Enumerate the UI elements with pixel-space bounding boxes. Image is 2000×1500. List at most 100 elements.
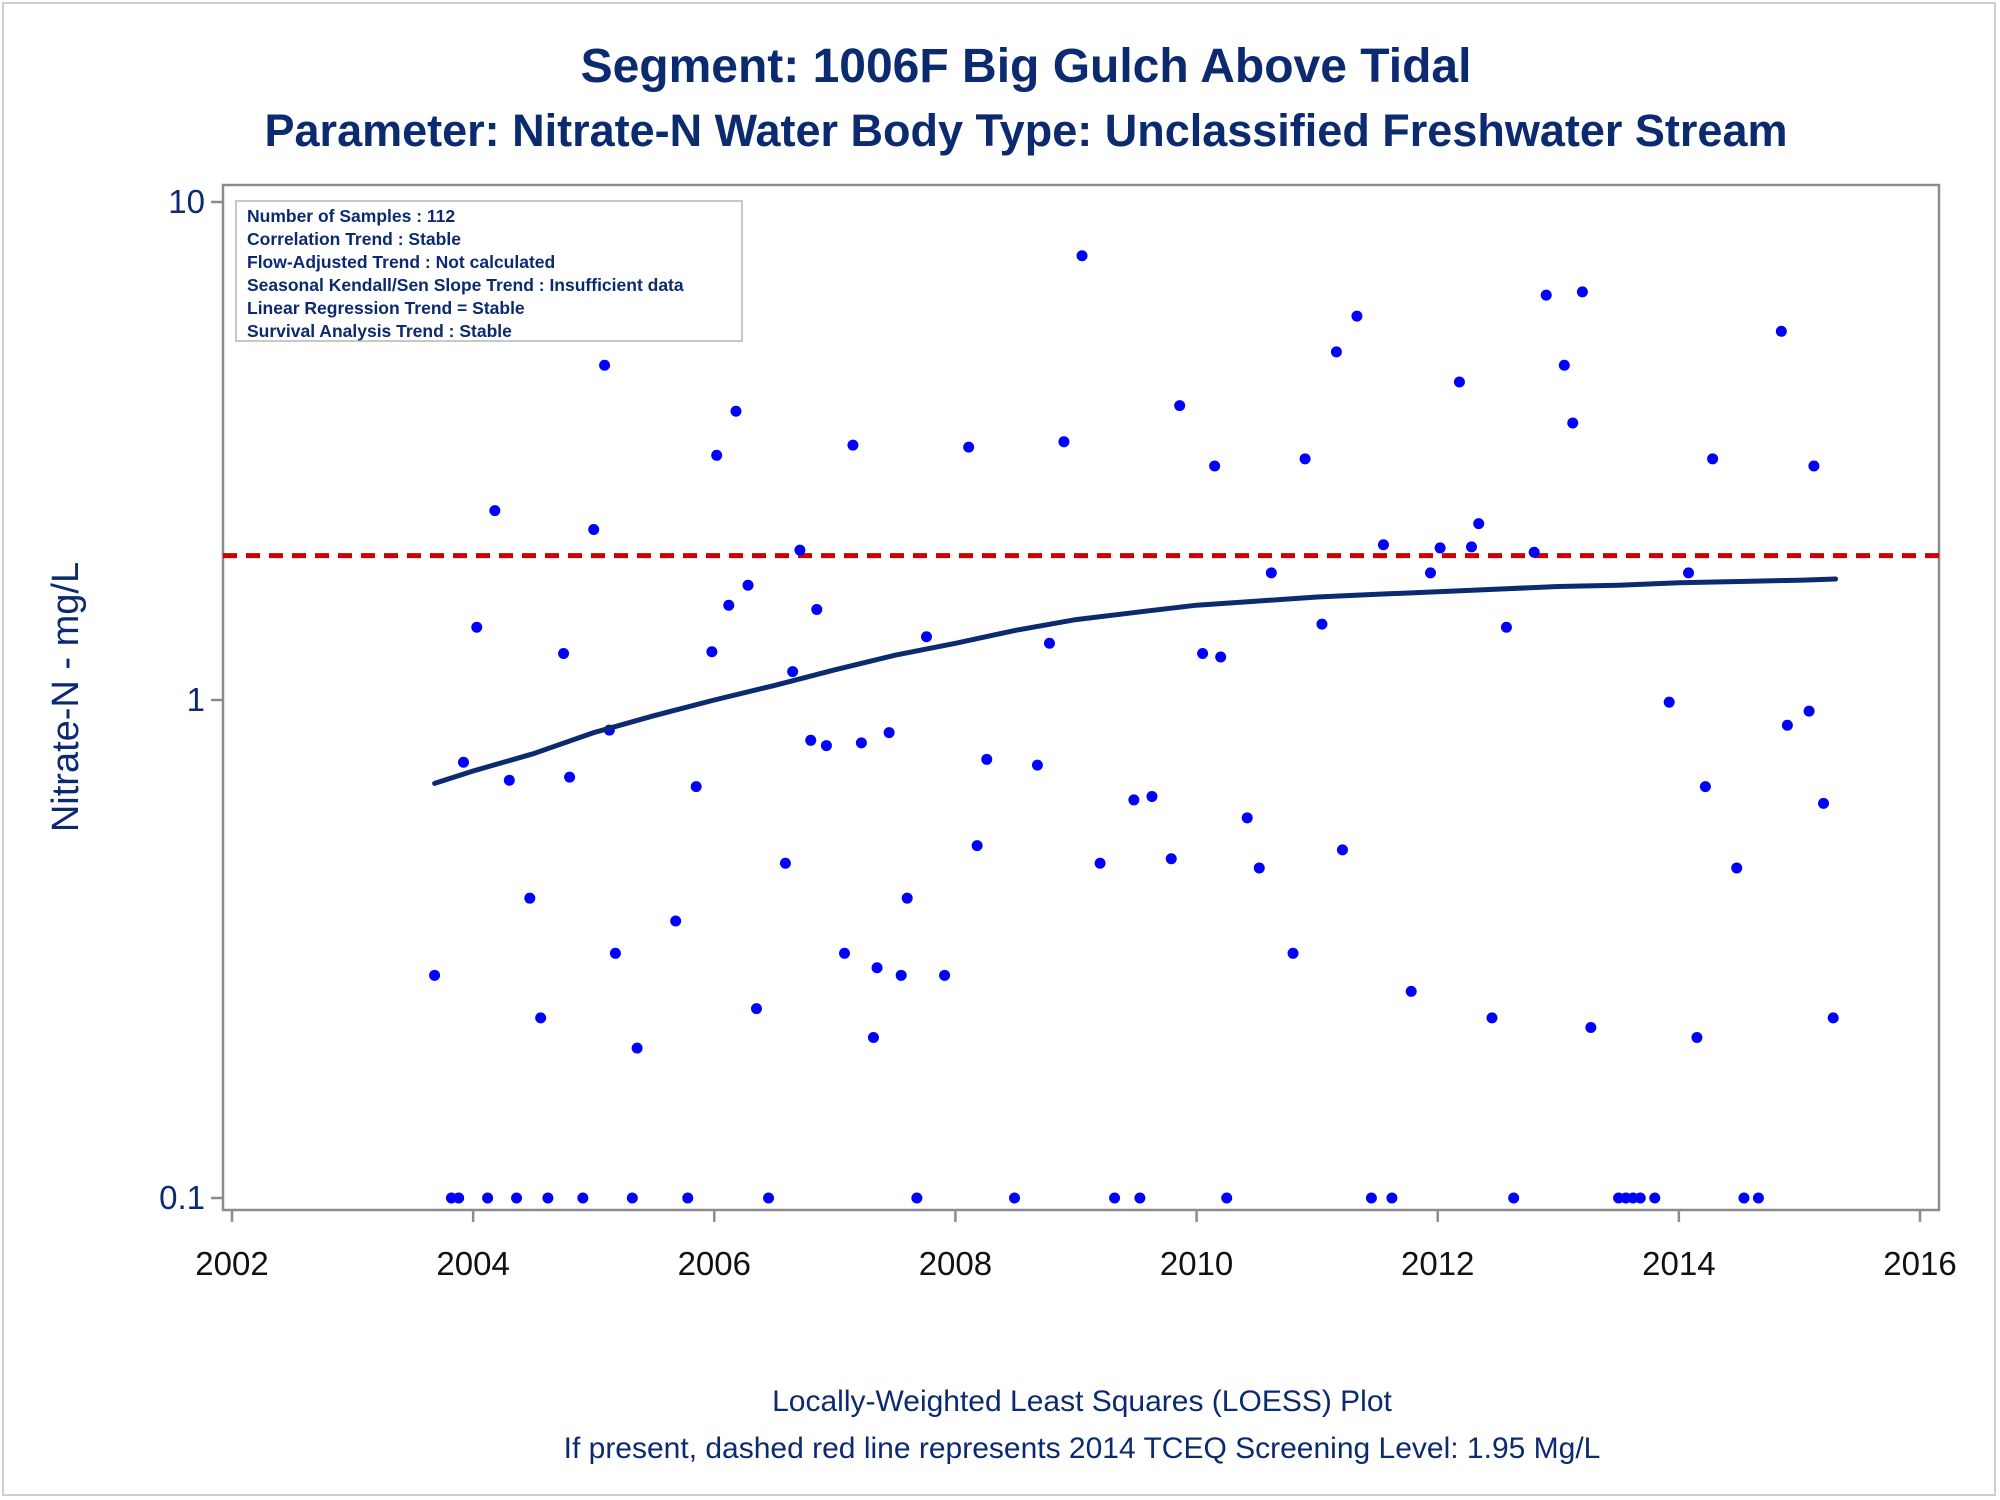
y-tick-label: 0.1 <box>159 1179 205 1216</box>
data-point <box>867 1032 879 1044</box>
data-point <box>1576 286 1588 298</box>
data-point <box>1683 567 1695 579</box>
data-point <box>1508 1192 1520 1204</box>
data-point <box>588 523 600 535</box>
data-point <box>1738 1192 1750 1204</box>
data-point <box>1663 696 1675 708</box>
data-point <box>794 544 806 556</box>
data-point <box>690 781 702 793</box>
info-box: Number of Samples : 112 Correlation Tren… <box>235 200 743 342</box>
data-point <box>1386 1192 1398 1204</box>
data-point <box>1215 651 1227 663</box>
data-point <box>1500 621 1512 633</box>
data-point <box>750 1003 762 1015</box>
data-point <box>1174 400 1186 412</box>
data-point <box>489 505 501 517</box>
data-point <box>1691 1032 1703 1044</box>
data-point <box>1486 1012 1498 1024</box>
data-point <box>847 439 859 451</box>
data-point <box>895 969 907 981</box>
data-point <box>1241 812 1253 824</box>
data-point <box>1781 719 1793 731</box>
data-point <box>1707 453 1719 465</box>
data-point <box>963 441 975 453</box>
info-box-border <box>235 200 743 342</box>
info-samples: Number of Samples : 112 <box>247 206 455 226</box>
data-point <box>564 771 576 783</box>
data-point <box>1827 1012 1839 1024</box>
data-point <box>1253 862 1265 874</box>
data-point <box>482 1192 494 1204</box>
loess-line <box>432 576 1839 786</box>
data-point <box>1803 705 1815 717</box>
data-point <box>626 1192 638 1204</box>
data-point <box>939 969 951 981</box>
data-point <box>911 1192 923 1204</box>
data-point <box>1330 346 1342 358</box>
data-point <box>871 962 883 974</box>
data-point <box>1775 325 1787 337</box>
data-point <box>711 449 723 461</box>
data-point <box>1634 1192 1646 1204</box>
info-flow-adjusted: Flow-Adjusted Trend : Not calculated <box>247 252 555 272</box>
data-point <box>670 915 682 927</box>
data-point <box>1558 359 1570 371</box>
data-point <box>631 1042 643 1054</box>
data-point <box>1287 947 1299 959</box>
data-point <box>1351 310 1363 322</box>
data-point <box>577 1192 589 1204</box>
data-point <box>1031 759 1043 771</box>
data-point <box>742 579 754 591</box>
data-point <box>723 599 735 611</box>
x-tick-label: 2010 <box>1160 1245 1233 1282</box>
data-point <box>1818 797 1830 809</box>
data-point <box>883 727 895 739</box>
x-tick-label: 2002 <box>195 1245 268 1282</box>
data-point <box>779 857 791 869</box>
data-point <box>1209 460 1221 472</box>
y-axis-label: Nitrate-N - mg/L <box>45 562 87 832</box>
loess-curve <box>432 576 1839 786</box>
data-point <box>706 646 718 658</box>
data-point <box>1165 853 1177 865</box>
data-point <box>1058 436 1070 448</box>
data-point <box>1094 857 1106 869</box>
data-point <box>1567 417 1579 429</box>
data-point <box>1299 453 1311 465</box>
data-point <box>558 647 570 659</box>
data-point <box>763 1192 775 1204</box>
data-point <box>503 774 515 786</box>
data-points <box>429 250 1839 1204</box>
data-point <box>1365 1192 1377 1204</box>
data-point <box>901 892 913 904</box>
data-point <box>1752 1192 1764 1204</box>
footnote-loess: Locally-Weighted Least Squares (LOESS) P… <box>772 1385 1392 1418</box>
footnote-screening: If present, dashed red line represents 2… <box>564 1432 1601 1465</box>
y-axis: 0.1 1 10 <box>159 183 223 1216</box>
data-point <box>1076 250 1088 262</box>
data-point <box>1649 1192 1661 1204</box>
data-point <box>511 1192 523 1204</box>
data-point <box>429 969 441 981</box>
data-point <box>1540 289 1552 301</box>
info-correlation: Correlation Trend : Stable <box>247 229 461 249</box>
info-linear-regression: Linear Regression Trend = Stable <box>247 298 525 318</box>
data-point <box>1109 1192 1121 1204</box>
x-tick-label: 2008 <box>919 1245 992 1282</box>
data-point <box>535 1012 547 1024</box>
data-point <box>682 1192 694 1204</box>
data-point <box>1528 546 1540 558</box>
data-point <box>971 840 983 852</box>
chart-title: Segment: 1006F Big Gulch Above Tidal <box>581 40 1472 93</box>
data-point <box>1453 376 1465 388</box>
data-point <box>542 1192 554 1204</box>
data-point <box>453 1192 465 1204</box>
data-point <box>1808 460 1820 472</box>
data-point <box>1405 985 1417 997</box>
data-point <box>457 756 469 768</box>
x-tick-label: 2012 <box>1401 1245 1474 1282</box>
data-point <box>524 892 536 904</box>
data-point <box>1377 539 1389 551</box>
data-point <box>1197 647 1209 659</box>
data-point <box>1424 567 1436 579</box>
